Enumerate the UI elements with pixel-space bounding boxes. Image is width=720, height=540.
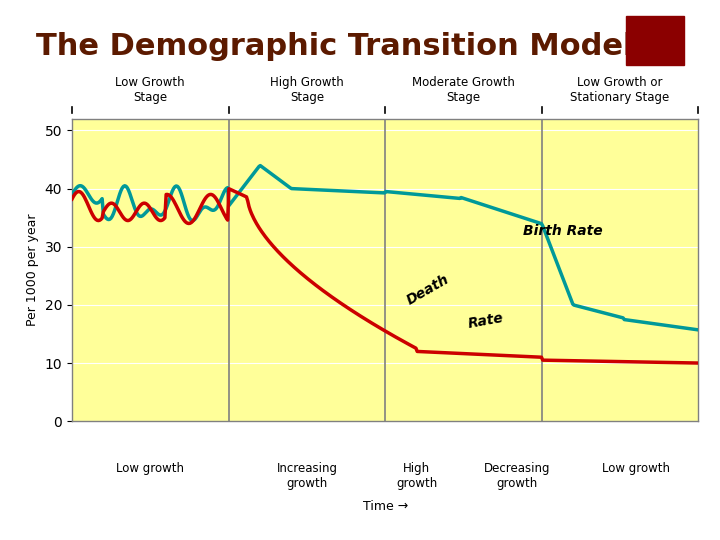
Text: High Growth
Stage: High Growth Stage [270, 76, 343, 104]
Text: The Demographic Transition Model: The Demographic Transition Model [36, 32, 634, 62]
Text: Low Growth or
Stationary Stage: Low Growth or Stationary Stage [570, 76, 670, 104]
Text: Low growth: Low growth [117, 462, 184, 475]
Text: Birth Rate: Birth Rate [523, 224, 603, 238]
Y-axis label: Per 1000 per year: Per 1000 per year [26, 214, 39, 326]
Text: Rate: Rate [467, 311, 505, 331]
Text: Death: Death [404, 272, 451, 308]
Text: High
growth: High growth [396, 462, 437, 490]
Text: Decreasing
growth: Decreasing growth [484, 462, 550, 490]
Text: Low Growth
Stage: Low Growth Stage [115, 76, 185, 104]
Text: Low growth: Low growth [602, 462, 670, 475]
Text: Time →: Time → [363, 500, 408, 512]
Text: Moderate Growth
Stage: Moderate Growth Stage [412, 76, 515, 104]
Text: Increasing
growth: Increasing growth [276, 462, 338, 490]
